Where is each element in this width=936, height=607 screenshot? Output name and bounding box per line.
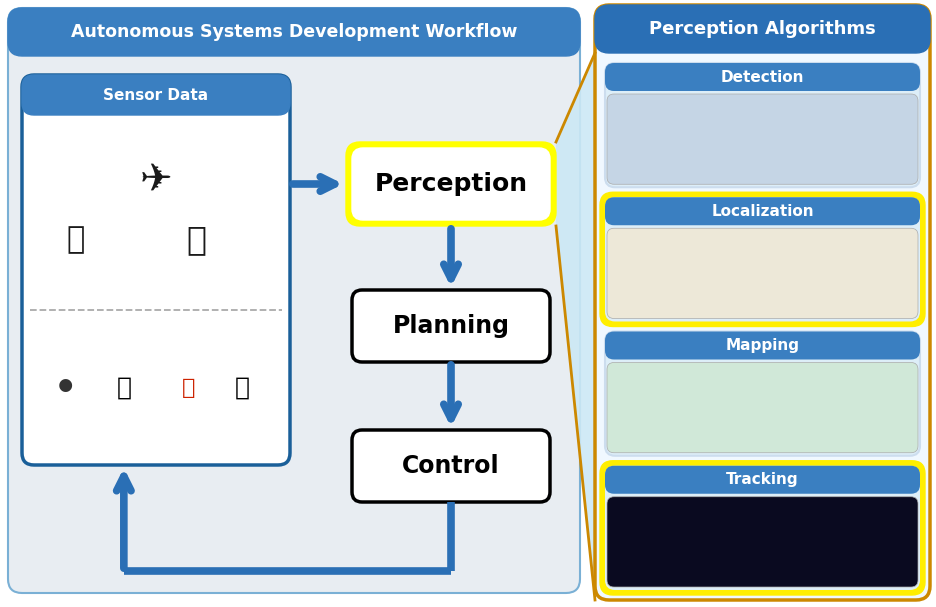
FancyBboxPatch shape	[607, 94, 918, 185]
Text: ✈: ✈	[139, 161, 172, 199]
FancyBboxPatch shape	[352, 430, 550, 502]
Text: ⚫: ⚫	[53, 373, 77, 401]
FancyBboxPatch shape	[600, 461, 925, 595]
FancyBboxPatch shape	[605, 63, 920, 187]
Text: Tracking: Tracking	[726, 472, 798, 487]
FancyBboxPatch shape	[607, 362, 918, 453]
FancyBboxPatch shape	[8, 8, 580, 56]
FancyBboxPatch shape	[607, 228, 918, 319]
Text: Control: Control	[402, 454, 500, 478]
FancyBboxPatch shape	[600, 192, 925, 327]
Text: Perception: Perception	[374, 172, 528, 196]
Text: 📷: 📷	[116, 376, 131, 399]
FancyBboxPatch shape	[605, 466, 920, 493]
Text: 📦: 📦	[182, 378, 195, 398]
Text: Detection: Detection	[721, 69, 804, 84]
Text: 📍: 📍	[234, 376, 249, 399]
Text: ⬛: ⬛	[66, 225, 85, 254]
FancyBboxPatch shape	[605, 466, 920, 590]
Text: Sensor Data: Sensor Data	[104, 87, 209, 103]
FancyBboxPatch shape	[595, 5, 930, 53]
Text: Perception Algorithms: Perception Algorithms	[650, 20, 876, 38]
FancyBboxPatch shape	[605, 63, 920, 91]
FancyBboxPatch shape	[605, 197, 920, 322]
FancyBboxPatch shape	[607, 497, 918, 587]
FancyBboxPatch shape	[605, 331, 920, 456]
FancyBboxPatch shape	[605, 331, 920, 359]
FancyBboxPatch shape	[352, 148, 550, 220]
Polygon shape	[556, 53, 595, 600]
Text: Planning: Planning	[392, 314, 509, 338]
Text: Localization: Localization	[711, 204, 813, 219]
Text: 🚗: 🚗	[186, 223, 206, 257]
Text: Autonomous Systems Development Workflow: Autonomous Systems Development Workflow	[71, 23, 518, 41]
Text: Mapping: Mapping	[725, 338, 799, 353]
FancyBboxPatch shape	[8, 8, 580, 593]
FancyBboxPatch shape	[595, 5, 930, 600]
FancyBboxPatch shape	[352, 290, 550, 362]
FancyBboxPatch shape	[22, 75, 290, 115]
FancyBboxPatch shape	[22, 75, 290, 465]
FancyBboxPatch shape	[605, 197, 920, 225]
FancyBboxPatch shape	[346, 142, 556, 226]
